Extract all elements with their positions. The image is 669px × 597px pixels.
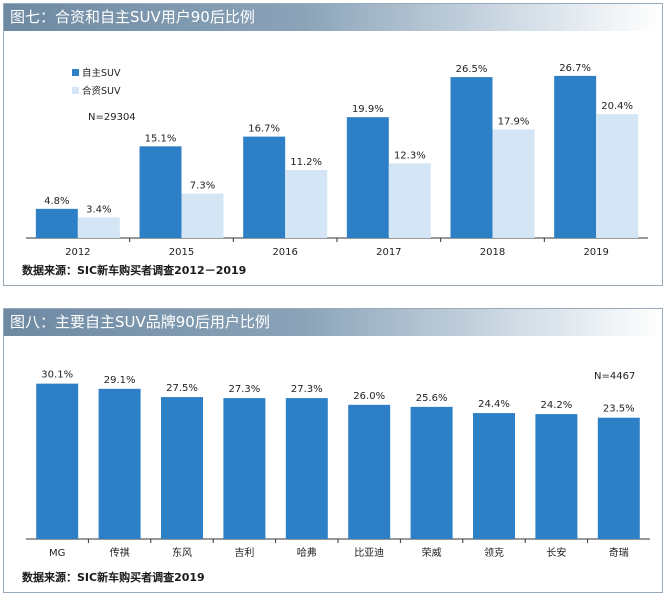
data-label: 12.3% (394, 150, 426, 161)
data-label: 30.1% (41, 370, 73, 381)
bar-domestic-2017 (346, 117, 389, 238)
x-tick-label: 长安 (546, 546, 566, 559)
data-label: 7.3% (190, 181, 215, 192)
sample-size-note: N=29304 (88, 112, 136, 123)
bar-传祺 (98, 388, 141, 539)
data-label: 26.0% (353, 391, 385, 402)
bar-荣威 (410, 406, 453, 539)
data-label: 26.7% (559, 63, 591, 74)
bar-比亚迪 (348, 404, 391, 539)
legend-swatch (72, 87, 79, 94)
data-label: 19.9% (352, 104, 384, 115)
x-tick-label: 领克 (484, 546, 504, 559)
data-label: 29.1% (104, 375, 136, 386)
bar-吉利 (223, 398, 266, 539)
bar-哈弗 (285, 398, 328, 539)
bar-domestic-2019 (554, 75, 597, 238)
bar-MG (36, 383, 79, 539)
chart-2: 30.1% MG 29.1% 传祺 27.5% 东风 27.3% 吉利 27.3% 哈弗 26.0%… (26, 370, 650, 559)
data-label: 4.8% (44, 196, 69, 207)
data-label: 27.3% (291, 384, 323, 395)
data-label: 11.2% (290, 157, 322, 168)
bar-jv-2016 (285, 170, 328, 238)
data-label: 26.5% (456, 64, 488, 75)
x-tick-label: 2018 (480, 247, 505, 258)
chart-panel-1: 图七：合资和自主SUV用户90后比例 4.8% 3.4% 2012 15.1% 7.3%… (3, 3, 663, 286)
data-label: 24.4% (478, 399, 510, 410)
bar-jv-2015 (181, 193, 224, 238)
x-tick-label: 吉利 (234, 547, 254, 559)
bar-domestic-2016 (243, 136, 286, 238)
bar-领克 (473, 413, 515, 539)
data-label: 16.7% (248, 124, 280, 135)
data-label: 20.4% (601, 101, 633, 112)
x-tick-label: 2015 (169, 247, 194, 258)
bar-jv-2018 (492, 129, 535, 238)
x-tick-label: 2019 (583, 247, 608, 258)
chart-title-2: 图八：主要自主SUV品牌90后用户比例 (4, 309, 662, 336)
bar-domestic-2018 (450, 77, 493, 238)
bar-jv-2012 (77, 217, 120, 238)
bar-jv-2019 (596, 114, 639, 238)
data-label: 24.2% (541, 400, 573, 411)
x-tick-label: 2016 (272, 247, 297, 258)
legend-label: 合资SUV (82, 85, 121, 97)
x-tick-label: 东风 (172, 546, 192, 559)
chart-panel-2: 图八：主要自主SUV品牌90后用户比例 30.1% MG 29.1% 传祺 27.5% 东… (3, 308, 663, 593)
data-label: 3.4% (86, 204, 111, 215)
x-tick-label: 荣威 (422, 546, 442, 559)
sample-size-note: N=4467 (594, 371, 635, 382)
chart-1: 4.8% 3.4% 2012 15.1% 7.3% 2015 16.7% 11.2% 2016 1… (26, 63, 648, 258)
x-tick-label: 2017 (376, 247, 401, 258)
bar-domestic-2015 (139, 146, 182, 238)
data-label: 27.5% (166, 383, 198, 394)
x-tick-label: 比亚迪 (354, 547, 384, 559)
data-label: 23.5% (603, 404, 635, 415)
x-tick-label: 2012 (65, 247, 90, 258)
source-note-2: 数据来源：SIC新车购买者调查2019 (22, 571, 205, 584)
bar-domestic-2012 (35, 208, 78, 238)
x-tick-label: MG (49, 548, 65, 559)
legend-swatch (72, 69, 79, 76)
source-note-1: 数据来源：SIC新车购买者调查2012－2019 (22, 264, 247, 277)
bar-奇瑞 (597, 417, 640, 539)
legend-label: 自主SUV (82, 67, 121, 79)
bar-长安 (535, 414, 578, 539)
data-label: 17.9% (498, 116, 530, 127)
x-tick-label: 传祺 (110, 546, 130, 559)
x-tick-label: 哈弗 (297, 546, 317, 559)
x-tick-label: 奇瑞 (609, 546, 629, 559)
data-label: 25.6% (416, 393, 448, 404)
bar-jv-2017 (388, 163, 431, 238)
chart-title-1: 图七：合资和自主SUV用户90后比例 (4, 4, 662, 31)
data-label: 27.3% (229, 384, 261, 395)
bar-东风 (161, 397, 203, 539)
data-label: 15.1% (145, 133, 177, 144)
